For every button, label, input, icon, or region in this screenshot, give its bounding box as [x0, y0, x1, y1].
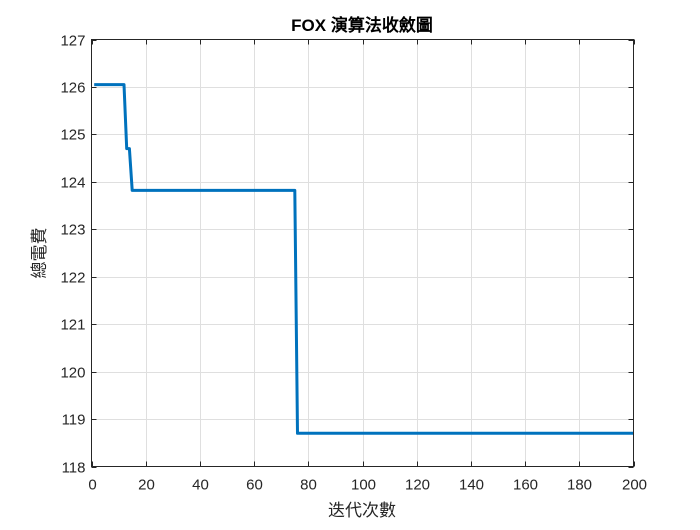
- x-tick-label: 100: [351, 477, 376, 494]
- x-tick-label: 180: [567, 477, 592, 494]
- y-tick-label: 121: [60, 317, 85, 334]
- series-line-0: [94, 83, 634, 435]
- y-tick-label: 119: [62, 412, 86, 429]
- x-tick-label: 0: [88, 477, 96, 494]
- grid: [91, 39, 634, 467]
- x-tick-label: 40: [192, 477, 209, 494]
- x-tick-label: 200: [622, 477, 647, 494]
- y-tick-label: 127: [60, 33, 85, 50]
- y-tick-label: 123: [60, 222, 85, 239]
- y-tick-label: 120: [60, 365, 85, 382]
- chart-title: FOX 演算法收斂圖: [291, 15, 433, 35]
- ticks: 0 20 40 60 80 100 120 140 160 180 200 118 119 120 121 1…: [60, 33, 647, 494]
- x-tick-label: 120: [405, 477, 430, 494]
- x-tick-label: 160: [513, 477, 538, 494]
- y-tick-label: 124: [60, 175, 85, 192]
- x-tick-label: 140: [459, 477, 484, 494]
- x-tick-label: 20: [138, 477, 155, 494]
- series-layer: [94, 83, 634, 435]
- y-tick-label: 126: [60, 80, 85, 97]
- y-axis-label: 總電費: [30, 228, 50, 279]
- axes-background: [91, 39, 634, 467]
- x-axis-label: 迭代次數: [328, 501, 396, 521]
- x-tick-label: 80: [300, 477, 317, 494]
- axes-frame: [91, 39, 634, 467]
- y-tick-label: 125: [60, 127, 85, 144]
- y-tick-label: 118: [62, 460, 86, 477]
- x-tick-label: 60: [246, 477, 263, 494]
- y-tick-label: 122: [60, 270, 85, 287]
